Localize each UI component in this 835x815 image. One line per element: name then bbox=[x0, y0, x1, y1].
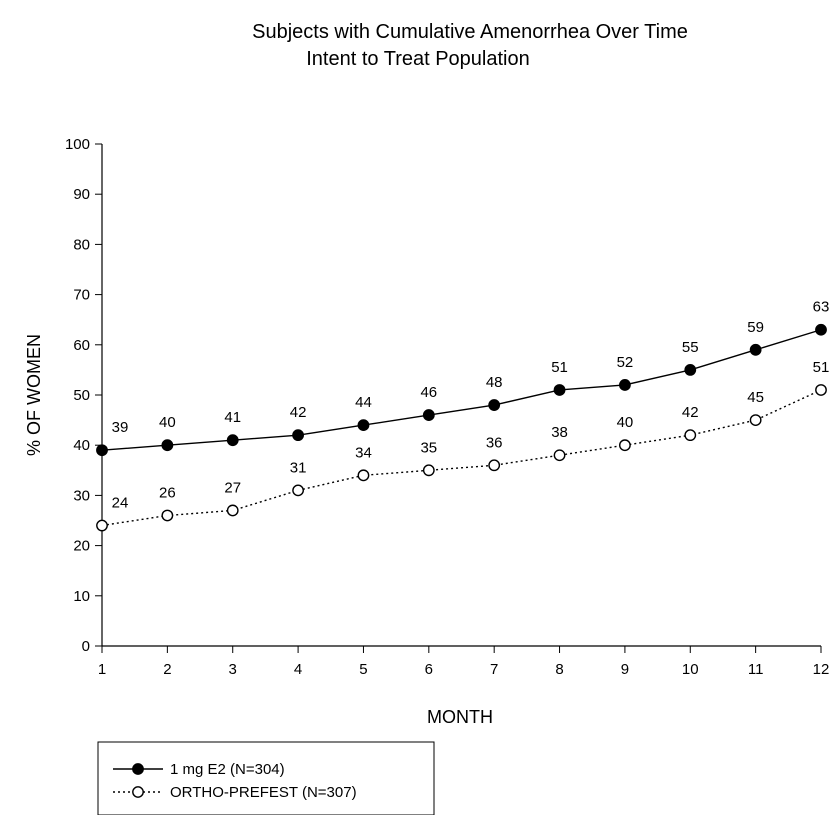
series-1-point-8 bbox=[553, 384, 566, 396]
x-tick-label-7: 7 bbox=[490, 661, 498, 678]
x-axis-label: MONTH bbox=[427, 707, 493, 727]
series-2-label-1: 24 bbox=[112, 495, 129, 512]
series-2-line bbox=[101, 389, 822, 527]
series-2-point-9 bbox=[619, 439, 631, 452]
y-tick-label-70: 70 bbox=[73, 287, 90, 304]
series-2-point-2 bbox=[161, 509, 174, 522]
y-tick-label-30: 30 bbox=[73, 487, 90, 504]
x-tick-label-2: 2 bbox=[163, 661, 171, 678]
x-tick-label-12: 12 bbox=[813, 661, 830, 678]
y-tick-label-50: 50 bbox=[73, 387, 90, 404]
legend-label-2: ORTHO-PREFEST (N=307) bbox=[170, 784, 357, 801]
series-1-point-7 bbox=[488, 399, 501, 411]
series-2-label-12: 51 bbox=[813, 359, 830, 376]
series-2-label-7: 36 bbox=[486, 434, 503, 451]
y-tick-label-100: 100 bbox=[65, 136, 90, 153]
x-tick-label-6: 6 bbox=[425, 661, 433, 678]
legend-items: 1 mg E2 (N=304) ORTHO-PREFEST (N=307) bbox=[113, 761, 357, 801]
data-labels: 39 40 41 42 44 46 48 51 52 55 59 63 24 26 27 31 34 35 36 38… bbox=[112, 299, 830, 512]
series-1-point-11 bbox=[749, 343, 762, 356]
x-axis: 1 2 3 4 5 6 7 8 9 10 11 12 bbox=[98, 645, 830, 678]
series-1-point-2 bbox=[161, 439, 174, 452]
series-1-label-1: 39 bbox=[112, 419, 129, 436]
series-1-point-10 bbox=[684, 363, 697, 376]
chart-title: Subjects with Cumulative Amenorrhea Over… bbox=[252, 21, 688, 43]
x-tick-label-3: 3 bbox=[229, 661, 237, 678]
series-2-label-4: 31 bbox=[290, 459, 307, 476]
series-2-label-10: 42 bbox=[682, 404, 699, 421]
series-1-label-11: 59 bbox=[747, 319, 764, 336]
chart-subtitle: Intent to Treat Population bbox=[306, 48, 530, 70]
series-layer bbox=[96, 323, 827, 532]
series-1-point-9 bbox=[619, 379, 631, 391]
series-1-label-8: 51 bbox=[551, 359, 568, 376]
series-1-line bbox=[101, 329, 822, 451]
series-1-label-4: 42 bbox=[290, 404, 307, 421]
series-2-point-10 bbox=[684, 429, 697, 442]
series-1-point-6 bbox=[422, 409, 435, 421]
series-2-label-2: 26 bbox=[159, 484, 176, 501]
x-tick-label-5: 5 bbox=[359, 661, 367, 678]
series-2-label-9: 40 bbox=[617, 414, 634, 431]
series-2-label-5: 34 bbox=[355, 444, 372, 461]
series-1-point-12 bbox=[815, 323, 827, 336]
x-tick-label-11: 11 bbox=[748, 661, 764, 678]
y-tick-label-80: 80 bbox=[73, 236, 90, 253]
series-1-label-5: 44 bbox=[355, 394, 372, 411]
x-tick-label-10: 10 bbox=[682, 661, 699, 678]
series-1-point-3 bbox=[226, 434, 239, 447]
y-axis: 0 10 20 30 40 50 60 70 80 90 100 bbox=[65, 136, 103, 655]
y-tick-label-90: 90 bbox=[73, 186, 90, 203]
y-tick-label-60: 60 bbox=[73, 337, 90, 354]
series-1-label-3: 41 bbox=[224, 409, 241, 426]
series-1-label-7: 48 bbox=[486, 374, 503, 391]
series-1-label-2: 40 bbox=[159, 414, 176, 431]
y-axis-label: % OF WOMEN bbox=[24, 334, 44, 456]
series-2-label-3: 27 bbox=[224, 479, 241, 496]
series-1-label-10: 55 bbox=[682, 339, 699, 356]
series-1-point-1 bbox=[96, 444, 108, 457]
series-2-point-12 bbox=[815, 384, 827, 396]
series-2-label-8: 38 bbox=[551, 424, 568, 441]
x-tick-label-8: 8 bbox=[555, 661, 563, 678]
series-1-point-5 bbox=[357, 419, 370, 432]
y-tick-label-0: 0 bbox=[82, 638, 90, 655]
legend-marker-2 bbox=[132, 786, 144, 798]
series-2-point-5 bbox=[357, 469, 370, 482]
series-2-label-6: 35 bbox=[420, 439, 437, 456]
legend: 1 mg E2 (N=304) ORTHO-PREFEST (N=307) bbox=[97, 741, 435, 815]
series-2-point-3 bbox=[226, 504, 239, 517]
y-tick-label-40: 40 bbox=[73, 437, 90, 454]
series-1-label-6: 46 bbox=[420, 384, 437, 401]
x-tick-label-9: 9 bbox=[621, 661, 629, 678]
series-2-point-4 bbox=[292, 484, 304, 497]
series-1-label-9: 52 bbox=[617, 354, 634, 371]
series-2-point-11 bbox=[749, 414, 762, 426]
legend-box bbox=[97, 741, 435, 815]
series-1-label-12: 63 bbox=[813, 299, 830, 316]
series-2-point-1 bbox=[96, 519, 108, 532]
y-tick-label-10: 10 bbox=[73, 588, 90, 605]
series-2-point-7 bbox=[488, 459, 501, 472]
series-2-label-11: 45 bbox=[747, 389, 764, 406]
legend-marker-1 bbox=[132, 763, 144, 775]
series-2-point-8 bbox=[553, 449, 566, 462]
series-1-point-4 bbox=[292, 429, 304, 442]
legend-label-1: 1 mg E2 (N=304) bbox=[170, 761, 285, 778]
x-tick-label-1: 1 bbox=[98, 661, 106, 678]
y-tick-label-20: 20 bbox=[73, 538, 90, 555]
x-tick-label-4: 4 bbox=[294, 661, 302, 678]
series-2-point-6 bbox=[422, 464, 435, 477]
